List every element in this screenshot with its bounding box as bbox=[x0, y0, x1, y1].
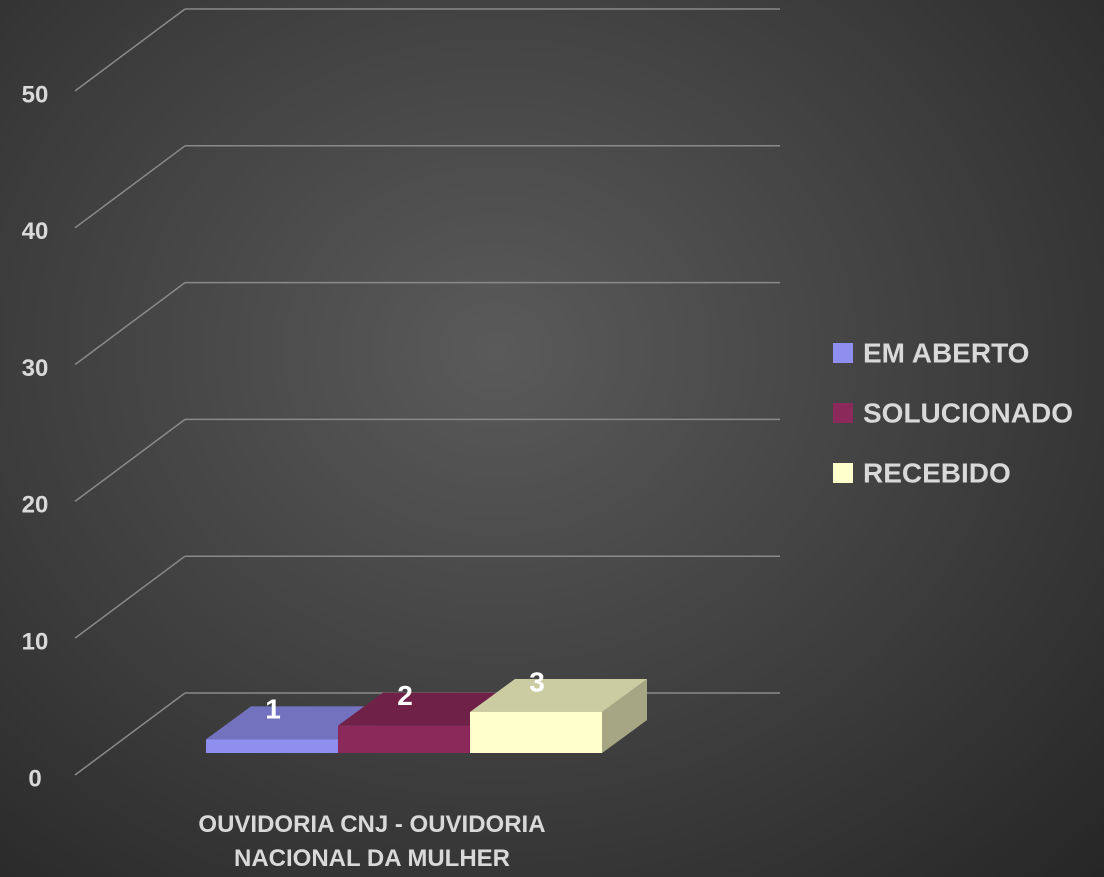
bar bbox=[470, 711, 602, 753]
legend-swatch bbox=[833, 403, 853, 423]
bar-side bbox=[602, 678, 647, 753]
legend-label: RECEBIDO bbox=[863, 457, 1011, 488]
grid-line bbox=[74, 555, 186, 639]
bar-top bbox=[470, 678, 647, 712]
legend-label: SOLUCIONADO bbox=[863, 397, 1073, 428]
data-label: 1 bbox=[265, 694, 281, 725]
y-tick-label: 0 bbox=[28, 765, 41, 792]
y-tick-label: 40 bbox=[22, 218, 49, 245]
legend-swatch bbox=[833, 343, 853, 363]
legend-swatch bbox=[833, 463, 853, 483]
bar bbox=[206, 739, 338, 753]
grid-line bbox=[74, 692, 186, 776]
grid-line bbox=[74, 145, 186, 229]
data-label: 3 bbox=[529, 666, 545, 697]
bar-side-shade bbox=[602, 678, 647, 753]
bar bbox=[338, 725, 470, 753]
y-tick-label: 10 bbox=[22, 629, 49, 656]
grid-line bbox=[74, 418, 186, 503]
y-tick-label: 20 bbox=[22, 492, 49, 519]
x-tick-label: OUVIDORIA CNJ - OUVIDORIA NACIONAL DA MU… bbox=[198, 811, 546, 872]
data-label: 2 bbox=[397, 680, 413, 711]
y-tick-label: 30 bbox=[22, 355, 49, 382]
legend-label: EM ABERTO bbox=[863, 337, 1029, 368]
grid-line bbox=[74, 281, 186, 366]
grid-line bbox=[74, 8, 186, 92]
bar-top-shade bbox=[470, 678, 647, 712]
y-tick-label: 50 bbox=[22, 81, 49, 108]
